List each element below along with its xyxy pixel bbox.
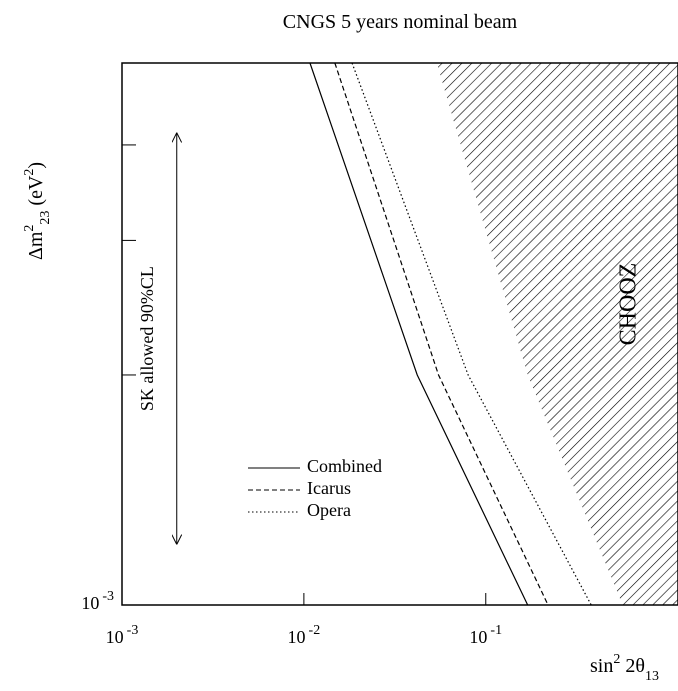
- tick-base: 10: [106, 627, 124, 647]
- y-label-part: ): [25, 162, 47, 169]
- exclusion-region: [436, 63, 678, 605]
- curve: [309, 62, 529, 606]
- tick-exponent: -3: [127, 623, 139, 638]
- legend-label: Opera: [307, 500, 351, 520]
- tick-label: 10 -1: [469, 623, 502, 647]
- y-label-part: (eV: [25, 175, 47, 211]
- region-label: CHOOZ: [616, 263, 642, 346]
- annotation: SK allowed 90%CL: [137, 266, 157, 411]
- curve: [334, 62, 549, 606]
- y-label-part: 2: [22, 225, 37, 232]
- tick-exponent: -3: [102, 589, 114, 604]
- y-label-part: 23: [38, 211, 53, 225]
- tick-label: 10 -2: [288, 623, 321, 647]
- x-label-part: 2θ: [620, 655, 645, 677]
- plot-frame: [121, 62, 678, 606]
- tick-label: 10 -3: [106, 623, 139, 647]
- x-label-part: 2: [613, 652, 620, 667]
- tick-exponent: -2: [309, 623, 321, 638]
- y-label-part: 2: [22, 169, 37, 176]
- y-label-part: Δm: [25, 231, 47, 260]
- x-label-part: 13: [645, 669, 659, 684]
- tick-exponent: -1: [490, 623, 502, 638]
- legend-label: Combined: [307, 456, 382, 476]
- chart-title: CNGS 5 years nominal beam: [283, 11, 518, 33]
- y-axis-label: Δm223 (eV2): [22, 162, 53, 260]
- x-label-part: sin: [590, 655, 613, 677]
- x-axis-label: sin2 2θ13: [590, 652, 659, 684]
- tick-base: 10: [469, 627, 487, 647]
- tick-label: 10 -3: [81, 589, 114, 613]
- curve: [351, 62, 592, 606]
- tick-base: 10: [81, 593, 99, 613]
- legend-label: Icarus: [307, 478, 351, 498]
- tick-base: 10: [288, 627, 306, 647]
